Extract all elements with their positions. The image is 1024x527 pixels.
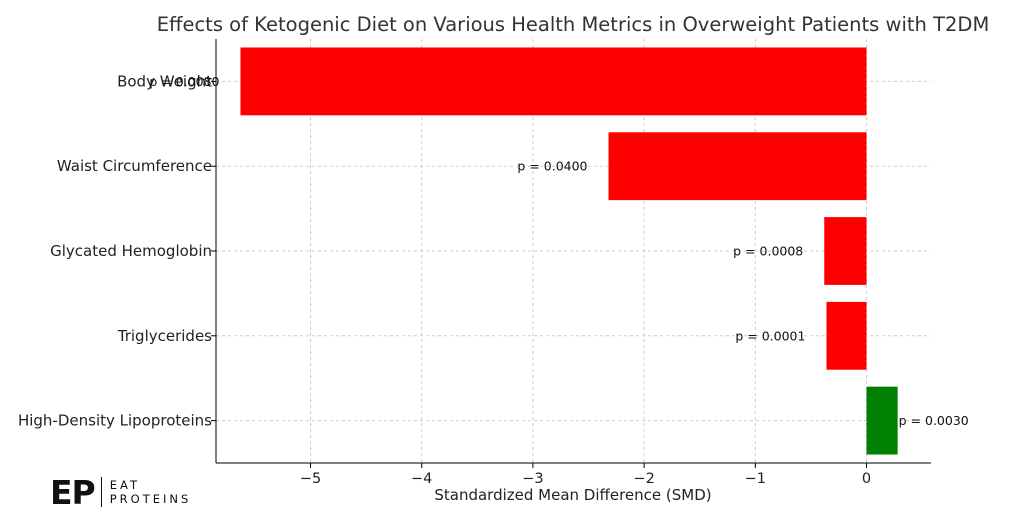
p-value-label: p = 0.0400 — [517, 159, 587, 174]
x-tick-label: −3 — [522, 471, 543, 487]
bar — [824, 217, 867, 285]
p-value-label: p = 0.0001 — [735, 328, 805, 343]
chart-title: Effects of Ketogenic Diet on Various Hea… — [157, 13, 990, 36]
logo-separator — [100, 477, 102, 507]
p-value-label: p = 0.0030 — [899, 413, 969, 428]
x-tick-label: −5 — [300, 471, 321, 487]
x-tick-label: 0 — [862, 471, 871, 487]
x-tick-label: −1 — [745, 471, 766, 487]
category-label: Glycated Hemoglobin — [50, 242, 212, 260]
p-value-label: p = 0.0008 — [733, 244, 803, 259]
category-label: Body Weight — [117, 72, 212, 90]
x-axis-title: Standardized Mean Difference (SMD) — [434, 486, 711, 504]
logo-word-eat: EAT — [109, 478, 140, 492]
logo-word-proteins: PROTEINS — [109, 492, 192, 506]
eat-proteins-logo: EP EAT PROTEINS — [50, 472, 191, 512]
bar-layer — [240, 47, 898, 455]
logo-mark: EP — [50, 472, 96, 512]
p-value-label: p = 0.0080 — [149, 74, 219, 89]
x-tick-label: −2 — [633, 471, 654, 487]
x-tick-label: −4 — [411, 471, 432, 487]
category-label: Waist Circumference — [57, 157, 212, 175]
bar — [240, 47, 867, 116]
bar — [866, 386, 898, 455]
logo-wordmark: EAT PROTEINS — [110, 478, 192, 506]
bar — [826, 301, 867, 370]
bar — [608, 132, 867, 201]
category-label: High-Density Lipoproteins — [18, 412, 212, 430]
category-label: Triglycerides — [117, 327, 212, 345]
